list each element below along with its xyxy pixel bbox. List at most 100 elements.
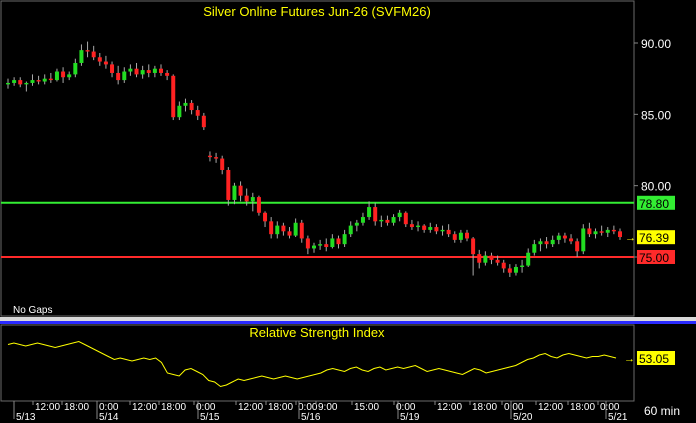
candle-body — [250, 197, 255, 202]
candle — [12, 77, 17, 86]
candle — [526, 248, 531, 267]
candle — [348, 221, 353, 238]
x-tick-label: 5/20 — [513, 412, 533, 423]
candle — [611, 225, 616, 235]
candle — [409, 219, 414, 230]
x-tick-label: 18:00 — [570, 402, 595, 413]
candle-body — [513, 266, 518, 273]
candle-body — [477, 254, 482, 263]
candle-body — [556, 235, 561, 240]
candle — [165, 70, 170, 81]
candle — [483, 251, 488, 266]
candle-body — [312, 245, 316, 249]
candle — [54, 68, 59, 82]
candle — [159, 64, 163, 76]
candle — [91, 45, 96, 61]
candle — [465, 229, 469, 242]
x-tick-label: 9:00 — [318, 402, 338, 413]
candle — [42, 74, 47, 85]
x-tick-label: 0:00 — [600, 402, 620, 413]
candle — [379, 215, 384, 228]
candle — [318, 239, 323, 250]
candle — [416, 221, 421, 232]
x-tick-label: 15:00 — [354, 402, 379, 413]
candle — [403, 211, 408, 228]
candle-body — [165, 72, 170, 76]
candle-body — [618, 231, 622, 238]
x-tick-label: 5/19 — [400, 412, 420, 423]
candle — [293, 218, 298, 238]
candle-body — [373, 207, 378, 222]
candle — [593, 228, 598, 239]
candle — [214, 152, 219, 163]
candle-body — [483, 255, 488, 263]
price-panel-frame — [0, 0, 635, 317]
last-price-label-bg — [637, 230, 675, 245]
x-tick-label: 12:00 — [132, 402, 157, 413]
candle-body — [146, 70, 151, 73]
candle-body — [348, 225, 353, 235]
candle-body — [403, 212, 408, 225]
candle-body — [12, 80, 17, 83]
candle-body — [91, 51, 96, 58]
x-tick-label: 0:00 — [504, 402, 524, 413]
horizontal-line-label-bg — [637, 250, 675, 264]
rsi-chart-title: Relative Strength Index — [249, 325, 385, 340]
candle — [452, 231, 457, 243]
x-tick-label: 0:00 — [196, 402, 216, 413]
rsi-panel-frame — [0, 324, 635, 402]
candle-body — [244, 195, 249, 202]
candle-body — [30, 80, 35, 83]
candle — [85, 41, 90, 58]
candle — [422, 224, 427, 233]
rsi-last-label: 53.05 — [639, 352, 669, 366]
candle — [477, 249, 482, 269]
candle — [391, 214, 396, 226]
candle-body — [471, 238, 476, 255]
candle-body — [324, 244, 329, 248]
candle-body — [422, 225, 427, 230]
candle-body — [446, 229, 451, 235]
panel-separator — [0, 317, 696, 321]
candle — [569, 234, 574, 245]
candle-body — [140, 70, 145, 75]
x-tick-label: 0:00 — [99, 402, 119, 413]
candle-body — [256, 197, 261, 213]
candle-body — [379, 219, 384, 222]
candle — [122, 67, 127, 83]
candle-body — [201, 115, 206, 128]
candle-body — [79, 50, 84, 63]
candle — [556, 232, 561, 245]
candle — [189, 100, 194, 115]
horizontal-line-label: 75.00 — [639, 251, 669, 265]
candle-body — [299, 222, 304, 239]
candle-body — [336, 238, 341, 245]
candle — [550, 235, 555, 248]
candle-body — [428, 227, 433, 230]
candle-body — [48, 78, 53, 81]
candle — [618, 228, 622, 240]
candle — [501, 259, 506, 273]
candle — [336, 235, 341, 249]
candle-body — [214, 157, 219, 159]
candle-body — [269, 221, 274, 235]
y-tick-label: 80.00 — [641, 180, 671, 194]
candle — [18, 77, 23, 88]
candle — [587, 222, 592, 238]
rsi-last-label-bg — [637, 351, 675, 365]
candle — [385, 215, 390, 226]
x-tick-label: 5/14 — [99, 412, 119, 423]
candle — [532, 239, 537, 256]
candle — [458, 229, 463, 243]
candle — [581, 224, 586, 255]
candle — [226, 167, 231, 206]
candle — [575, 238, 580, 257]
candle — [201, 112, 206, 131]
x-tick-label: 18:00 — [472, 402, 497, 413]
candle-body — [354, 222, 359, 226]
candle-body — [189, 102, 194, 111]
candle — [67, 71, 72, 81]
candle — [183, 98, 188, 112]
candle-body — [581, 228, 586, 252]
candle — [140, 65, 145, 79]
